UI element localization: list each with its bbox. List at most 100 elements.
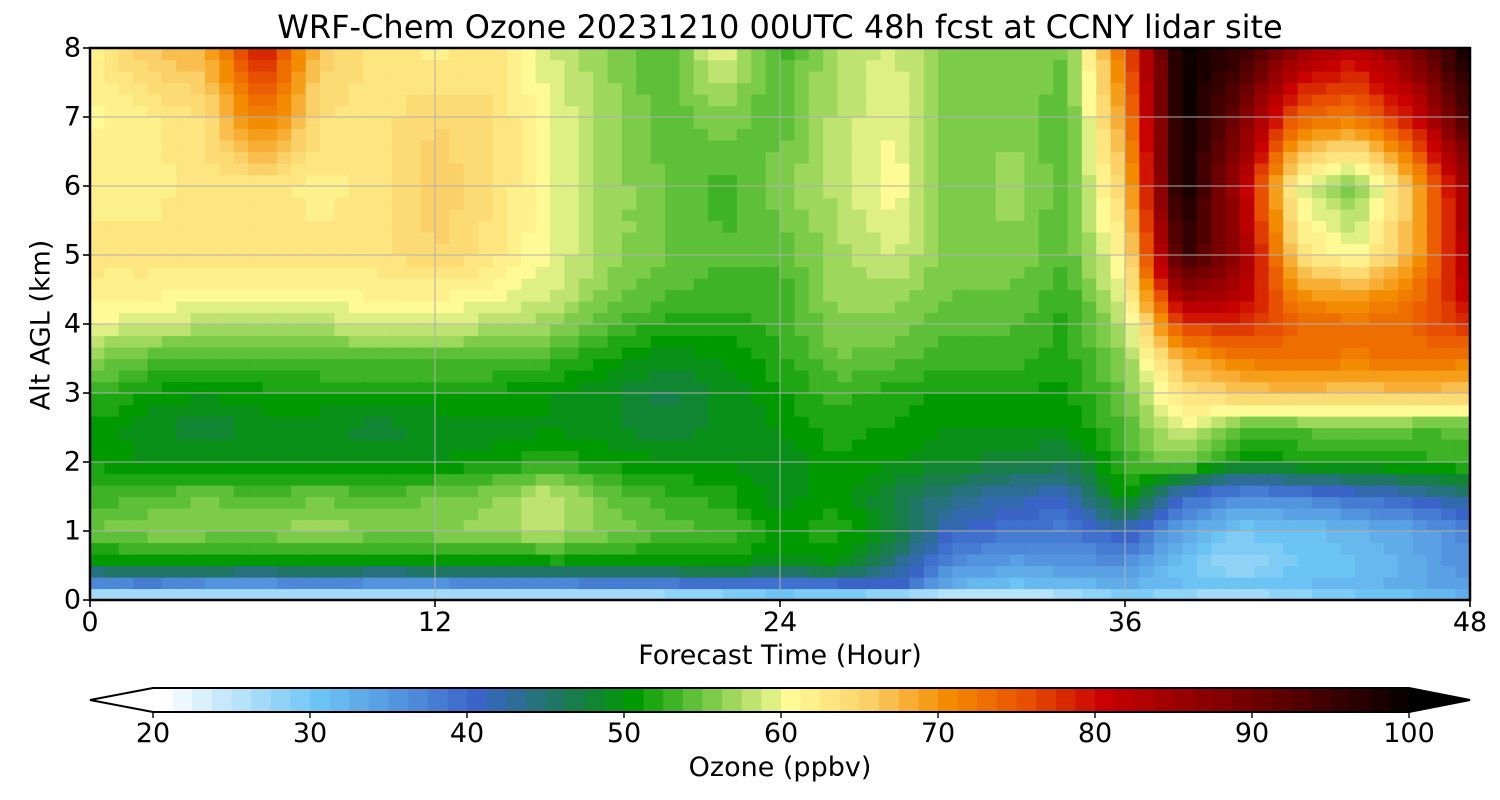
heat-cell — [981, 105, 997, 118]
heat-cell — [607, 416, 623, 429]
heat-cell — [320, 220, 335, 233]
heat-cell — [478, 128, 494, 141]
heat-cell — [880, 450, 896, 463]
heat-cell — [1268, 519, 1284, 532]
heat-cell — [593, 278, 609, 291]
heat-cell — [1168, 508, 1184, 521]
heat-cell — [1455, 565, 1471, 578]
heat-cell — [751, 151, 767, 164]
heat-cell — [1240, 82, 1255, 95]
heat-cell — [1240, 531, 1255, 544]
heat-cell — [995, 577, 1011, 590]
heat-cell — [1412, 232, 1428, 245]
heat-cell — [118, 404, 134, 417]
heat-cell — [1168, 335, 1184, 348]
heat-cell — [693, 163, 709, 176]
heat-cell — [276, 416, 292, 429]
heat-cell — [463, 151, 479, 164]
heat-cell — [363, 588, 379, 601]
heat-cell — [866, 324, 882, 337]
heat-cell — [995, 94, 1011, 107]
heat-cell — [535, 542, 551, 555]
heat-cell — [1196, 542, 1212, 555]
heat-cell — [1010, 439, 1025, 452]
heat-cell — [1010, 335, 1025, 348]
heat-cell — [1153, 519, 1169, 532]
heat-cell — [104, 71, 120, 84]
heat-cell — [564, 312, 580, 325]
heat-cell — [593, 393, 609, 406]
heat-cell — [1168, 255, 1184, 268]
heat-cell — [909, 370, 925, 383]
heat-cell — [1355, 105, 1370, 118]
heat-cell — [1455, 588, 1471, 601]
heat-cell — [1383, 186, 1399, 199]
heat-cell — [118, 312, 134, 325]
heat-cell — [679, 485, 695, 498]
heat-cell — [679, 289, 695, 302]
heat-cell — [305, 220, 321, 233]
heat-cell — [535, 485, 551, 498]
heat-cell — [780, 59, 795, 72]
heat-cell — [219, 508, 235, 521]
heat-cell — [262, 370, 278, 383]
heat-cell — [1340, 151, 1356, 164]
heat-cell — [147, 324, 163, 337]
heat-cell — [1067, 48, 1083, 61]
heat-cell — [808, 335, 824, 348]
heat-cell — [765, 232, 781, 245]
heat-cell — [621, 312, 637, 325]
heat-cell — [952, 588, 968, 601]
heat-cell — [1398, 416, 1414, 429]
heat-cell — [1268, 255, 1284, 268]
heat-cell — [550, 71, 565, 84]
heat-cell — [708, 335, 724, 348]
heat-cell — [665, 128, 680, 141]
heat-cell — [564, 416, 580, 429]
y-tick-label-3: 3 — [63, 377, 81, 409]
heat-cell — [1024, 59, 1040, 72]
heat-cell — [808, 404, 824, 417]
heat-cell — [1067, 289, 1083, 302]
heat-cell — [1297, 48, 1313, 61]
heat-cell — [1225, 266, 1241, 279]
heat-cell — [1153, 220, 1169, 233]
heat-cell — [708, 496, 724, 509]
heat-cell — [1038, 289, 1054, 302]
heat-cell — [1053, 48, 1069, 61]
heat-cell — [837, 163, 853, 176]
heat-cell — [334, 542, 350, 555]
heat-cell — [1038, 140, 1054, 153]
heat-cell — [780, 94, 795, 107]
heat-cell — [176, 577, 192, 590]
heat-cell — [291, 105, 307, 118]
heat-cell — [248, 174, 264, 187]
heat-cell — [808, 232, 824, 245]
heat-cell — [1110, 243, 1126, 256]
heat-cell — [1455, 94, 1471, 107]
heat-cell — [205, 427, 220, 440]
heat-cell — [736, 554, 752, 567]
heat-cell — [1441, 186, 1457, 199]
colorbar-tick-label-90: 90 — [1234, 718, 1270, 749]
heat-cell — [650, 255, 666, 268]
heat-cell — [320, 450, 335, 463]
heat-cell — [550, 266, 565, 279]
heat-cell — [420, 427, 436, 440]
heat-cell — [190, 485, 206, 498]
heat-cell — [521, 301, 537, 314]
heat-cell — [348, 128, 364, 141]
heat-cell — [1355, 48, 1370, 61]
heat-cell — [1053, 105, 1069, 118]
heat-cell — [248, 439, 264, 452]
heat-cell — [880, 255, 896, 268]
heat-cell — [1139, 128, 1155, 141]
heat-cell — [262, 416, 278, 429]
heat-cell — [665, 519, 680, 532]
heat-cell — [276, 117, 292, 130]
heat-cell — [334, 163, 350, 176]
heat-cell — [1426, 301, 1442, 314]
heat-cell — [1010, 151, 1025, 164]
heat-cell — [276, 565, 292, 578]
heat-cell — [981, 117, 997, 130]
